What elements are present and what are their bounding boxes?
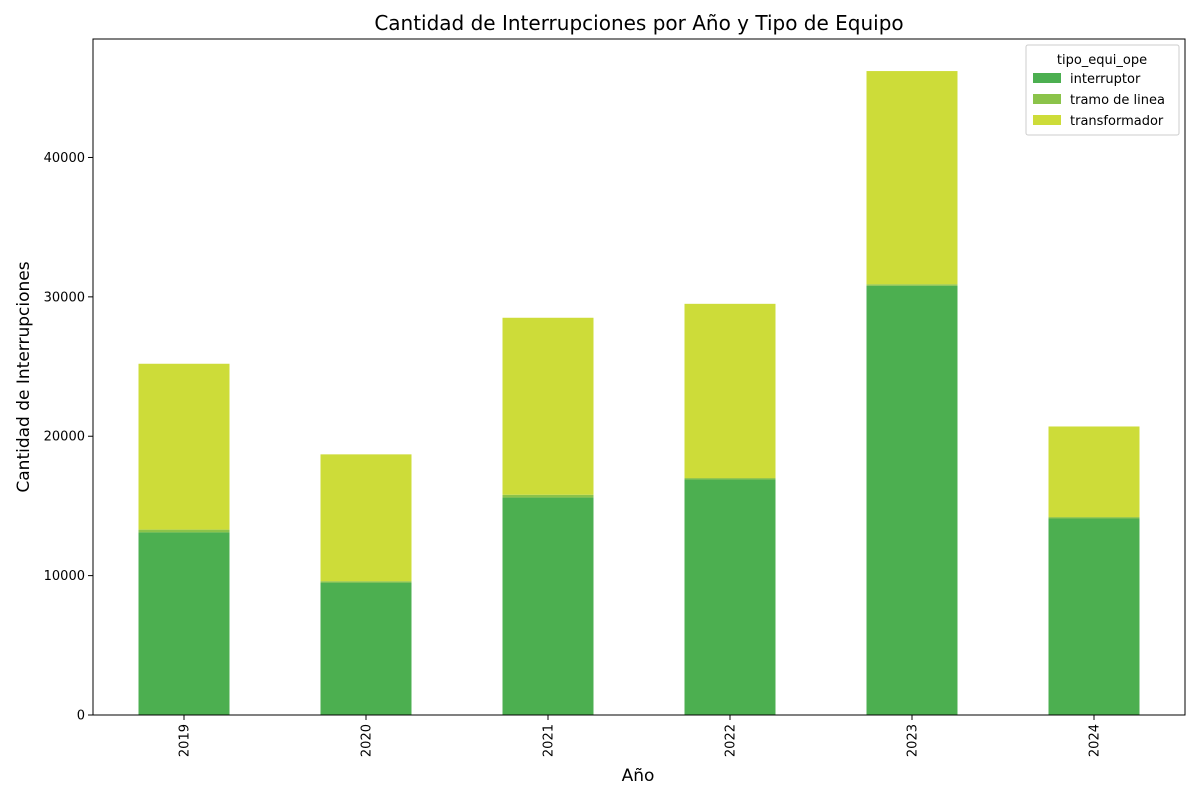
bar-interruptor-2023 <box>866 285 958 715</box>
chart-title: Cantidad de Interrupciones por Año y Tip… <box>374 11 903 35</box>
bar-interruptor-2022 <box>684 479 776 715</box>
bar-tramo-de-linea-2022 <box>684 478 776 480</box>
bar-transformador-2020 <box>320 454 412 582</box>
legend-swatch-tramo-de-linea <box>1033 94 1061 104</box>
x-tick-label: 2024 <box>1088 724 1103 757</box>
bar-tramo-de-linea-2020 <box>320 581 412 583</box>
bar-transformador-2022 <box>684 303 776 479</box>
x-tick-label: 2020 <box>360 724 375 757</box>
y-tick-label: 40000 <box>44 151 85 166</box>
bar-transformador-2019 <box>138 363 230 530</box>
bar-tramo-de-linea-2021 <box>502 494 594 498</box>
legend-box <box>1025 44 1180 136</box>
bar-tramo-de-linea-2023 <box>866 284 958 286</box>
legend-title: tipo_equi_ope <box>1057 53 1147 68</box>
x-axis-ticks: 2019 2020 2021 2022 2023 2024 <box>178 715 1103 757</box>
legend-items: interruptor tramo de linea transformador <box>1033 72 1165 129</box>
y-tick-label: 20000 <box>44 430 85 445</box>
x-tick-label: 2022 <box>724 724 739 757</box>
x-tick-label: 2023 <box>906 724 921 757</box>
y-tick-label: 10000 <box>44 569 85 584</box>
legend-label-interruptor: interruptor <box>1070 72 1141 87</box>
legend-label-transformador: transformador <box>1070 114 1164 129</box>
y-axis-ticks: 0 10000 20000 30000 40000 <box>44 151 93 724</box>
bar-tramo-de-linea-2019 <box>138 529 230 533</box>
legend: tipo_equi_ope interruptor tramo de linea t… <box>1025 44 1180 136</box>
y-axis-label: Cantidad de Interrupciones <box>14 261 34 492</box>
x-axis-label: Año <box>622 766 655 786</box>
bar-transformador-2024 <box>1048 426 1140 518</box>
y-tick-label: 0 <box>77 709 85 724</box>
legend-swatch-interruptor <box>1033 73 1061 83</box>
legend-swatch-transformador <box>1033 115 1061 125</box>
bar-interruptor-2019 <box>138 532 230 715</box>
bar-tramo-de-linea-2024 <box>1048 517 1140 519</box>
y-tick-label: 30000 <box>44 290 85 305</box>
plot-frame <box>92 38 1186 716</box>
bar-interruptor-2021 <box>502 497 594 715</box>
bar-transformador-2021 <box>502 317 594 495</box>
x-tick-label: 2021 <box>542 724 557 757</box>
legend-label-tramo-de-linea: tramo de linea <box>1070 93 1165 108</box>
x-tick-label: 2019 <box>178 724 193 757</box>
bars-group <box>138 71 1140 715</box>
bar-interruptor-2020 <box>320 582 412 715</box>
bar-interruptor-2024 <box>1048 518 1140 715</box>
bar-transformador-2023 <box>866 71 958 285</box>
